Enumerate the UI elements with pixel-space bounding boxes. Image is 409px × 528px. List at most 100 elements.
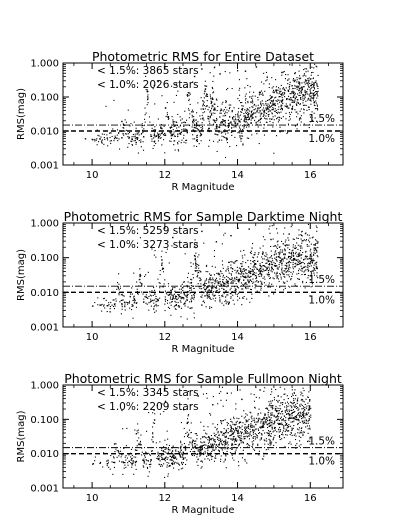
data-point	[156, 300, 158, 302]
data-point	[266, 76, 268, 78]
data-point	[210, 439, 212, 441]
data-point	[292, 418, 294, 420]
data-point	[229, 107, 231, 109]
data-point	[295, 85, 297, 87]
data-point	[214, 441, 216, 443]
data-point	[175, 450, 177, 452]
data-point	[284, 264, 286, 266]
data-point	[310, 257, 312, 259]
data-point	[186, 422, 188, 425]
data-point	[194, 445, 196, 447]
data-point	[252, 102, 254, 104]
data-point	[297, 412, 299, 414]
data-point	[243, 417, 245, 419]
data-point	[215, 448, 217, 450]
data-point	[258, 112, 260, 114]
data-point	[211, 444, 213, 446]
data-point	[263, 83, 265, 85]
data-point	[238, 422, 240, 424]
data-point	[142, 293, 144, 295]
data-point	[269, 425, 271, 427]
data-point	[205, 105, 207, 107]
stars-annotation: < 1.5%: 3345 stars	[97, 387, 199, 399]
data-point	[211, 288, 213, 290]
data-point	[220, 108, 222, 110]
data-point	[159, 274, 161, 276]
data-point	[200, 438, 202, 440]
data-point	[287, 74, 289, 76]
data-point	[289, 249, 291, 251]
data-point	[135, 433, 138, 435]
data-point	[171, 301, 173, 303]
data-point	[171, 298, 173, 300]
data-point	[161, 262, 163, 264]
data-point	[113, 303, 116, 306]
data-point	[303, 69, 305, 71]
data-point	[167, 118, 169, 120]
data-point	[180, 442, 182, 444]
data-point	[171, 245, 173, 247]
data-point	[277, 252, 279, 254]
data-point	[169, 455, 171, 457]
data-point	[196, 140, 198, 142]
data-point	[254, 252, 256, 254]
data-point	[278, 399, 280, 401]
data-point	[211, 450, 213, 452]
data-point	[306, 245, 308, 247]
data-point	[152, 441, 154, 443]
data-point	[268, 430, 270, 432]
data-point	[289, 417, 291, 419]
data-point	[266, 266, 268, 268]
data-point	[256, 435, 258, 437]
data-point	[232, 433, 234, 435]
data-point	[268, 109, 270, 111]
data-point	[293, 418, 295, 420]
data-point	[121, 410, 123, 412]
data-point	[212, 80, 214, 82]
data-point	[255, 276, 257, 278]
data-point	[196, 127, 198, 129]
data-point	[172, 121, 174, 123]
data-point	[279, 262, 281, 264]
data-point	[262, 103, 264, 105]
data-point	[209, 273, 211, 275]
data-point	[206, 294, 208, 296]
data-point	[253, 264, 255, 266]
data-point	[117, 282, 119, 284]
data-point	[255, 284, 257, 286]
data-point	[217, 424, 219, 426]
data-point	[221, 423, 223, 425]
data-point	[267, 411, 269, 413]
data-point	[316, 240, 318, 242]
data-point	[291, 259, 293, 261]
data-point	[287, 131, 289, 133]
data-point	[193, 116, 195, 118]
data-point	[309, 409, 311, 411]
data-point	[260, 105, 262, 107]
data-point	[148, 116, 150, 118]
data-point	[298, 81, 300, 83]
data-point	[233, 416, 235, 418]
data-point	[203, 97, 205, 99]
data-point	[260, 102, 262, 104]
data-point	[101, 142, 103, 144]
data-point	[309, 95, 311, 97]
data-point	[140, 141, 142, 143]
data-point	[117, 450, 119, 452]
data-point	[131, 139, 133, 141]
data-point	[273, 264, 276, 267]
data-point	[288, 262, 290, 264]
data-point	[253, 112, 255, 114]
data-point	[271, 427, 273, 429]
data-point	[125, 445, 127, 447]
data-point	[110, 140, 112, 142]
data-point	[160, 127, 162, 129]
data-point	[260, 437, 262, 439]
data-point	[196, 112, 198, 114]
data-point	[175, 304, 177, 306]
data-point	[101, 303, 103, 305]
data-point	[125, 129, 127, 131]
data-point	[316, 105, 318, 107]
data-point	[262, 92, 264, 94]
data-point	[289, 64, 291, 66]
